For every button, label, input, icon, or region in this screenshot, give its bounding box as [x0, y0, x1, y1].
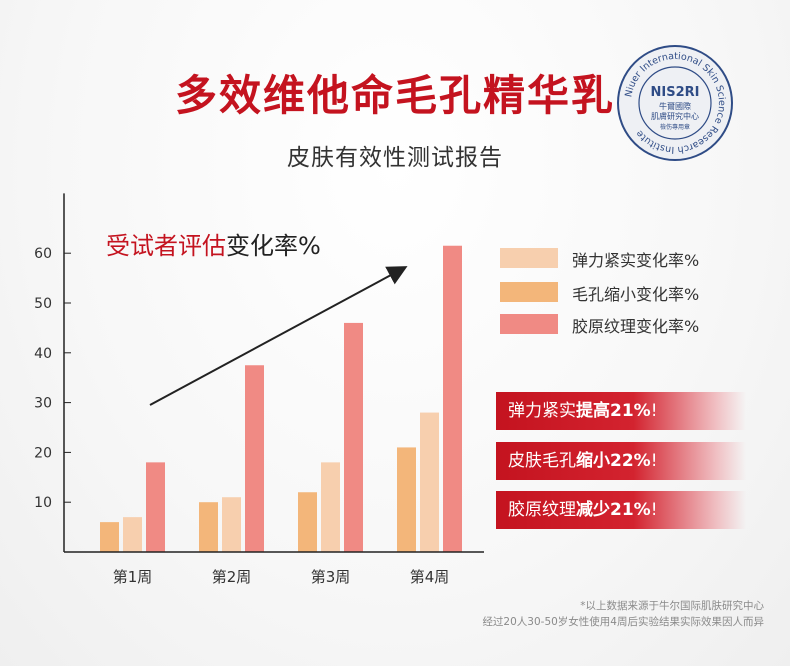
bar [298, 492, 317, 552]
y-tick-label: 10 [34, 495, 52, 511]
institute-seal: Niuer International Skin Science Researc… [617, 45, 733, 161]
callout-suffix: ! [650, 451, 658, 471]
bar [199, 502, 218, 552]
bar [420, 412, 439, 552]
seal-cn-line1: 牛爾國際 [659, 101, 691, 111]
bar [344, 322, 363, 552]
callout-prefix: 胶原纹理 [508, 500, 576, 520]
y-tick-label: 50 [34, 296, 52, 312]
seal-logo-text: NIS2RI [651, 85, 700, 100]
legend-item-collagen: 胶原纹理变化率% [500, 312, 740, 336]
callout-emphasis: 缩小22% [576, 451, 651, 471]
callout-pore: 皮肤毛孔缩小22%! [496, 442, 746, 480]
legend-swatch [500, 314, 558, 334]
legend-swatch [500, 248, 558, 268]
footnote-source: *以上数据来源于牛尔国际肌肤研究中心 [580, 600, 764, 612]
x-tick-label: 第4周 [410, 568, 450, 586]
y-tick-label: 20 [34, 445, 52, 461]
callout-suffix: ! [650, 401, 658, 421]
chart-title-emphasis: 受试者评估 [106, 232, 226, 260]
y-tick-label: 60 [34, 246, 52, 262]
legend-label: 胶原纹理变化率% [572, 317, 700, 336]
bar [397, 447, 416, 552]
seal-cn-line2: 肌膚研究中心 [651, 111, 699, 121]
callout-collagen: 胶原纹理减少21%! [496, 491, 746, 529]
legend-swatch [500, 282, 558, 302]
bar [100, 522, 119, 552]
bar [146, 462, 165, 552]
bar [245, 365, 264, 552]
x-tick-label: 第1周 [113, 568, 153, 586]
x-tick-label: 第3周 [311, 568, 351, 586]
chart-title-rest: 变化率% [226, 232, 321, 260]
callout-prefix: 皮肤毛孔 [508, 451, 576, 471]
page-subtitle: 皮肤有效性测试报告 [287, 145, 503, 171]
callout-suffix: ! [650, 500, 658, 520]
bar [321, 462, 340, 552]
bar [123, 517, 142, 552]
y-tick-label: 40 [34, 346, 52, 362]
footnote-method: 经过20人30-50岁女性使用4周后实验结果实际效果因人而异 [482, 616, 764, 628]
y-tick-label: 30 [34, 396, 52, 412]
callout-prefix: 弹力紧实 [508, 401, 576, 421]
bar [443, 245, 462, 553]
x-tick-label: 第2周 [212, 568, 252, 586]
seal-cn-line3: 檢伤專用章 [660, 123, 690, 131]
page-title: 多效维他命毛孔精华乳 [174, 71, 615, 120]
legend-label: 毛孔缩小变化率% [572, 285, 700, 304]
legend-item-pore: 毛孔缩小变化率% [500, 280, 740, 304]
callout-emphasis: 减少21% [576, 500, 651, 520]
bar [222, 497, 241, 552]
callout-emphasis: 提高21% [576, 401, 651, 421]
trend-arrow [149, 266, 408, 406]
legend-item-elasticity: 弹力紧实变化率% [500, 246, 740, 270]
legend-label: 弹力紧实变化率% [572, 251, 700, 270]
chart-title: 受试者评估变化率% [106, 226, 321, 261]
callout-elasticity: 弹力紧实提高21%! [496, 392, 746, 430]
